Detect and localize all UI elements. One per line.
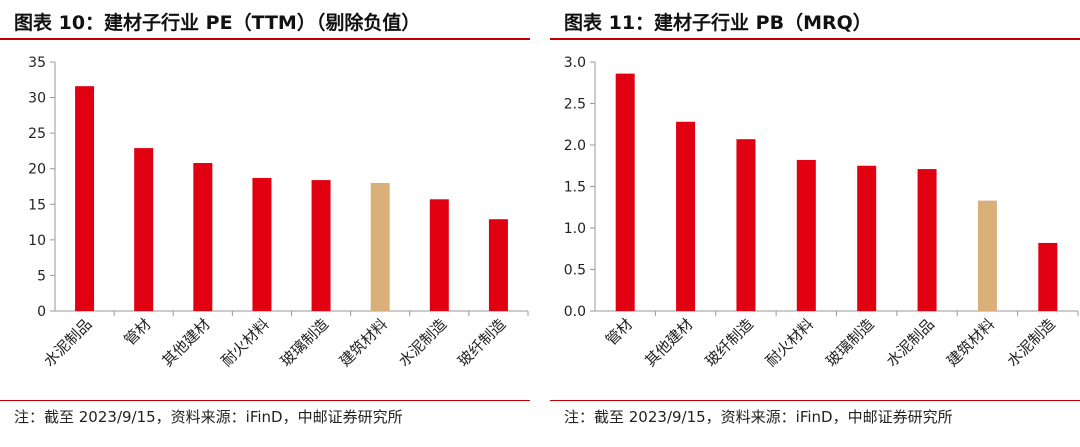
y-tick-label: 0.5 — [564, 263, 586, 279]
y-tick-label: 2.0 — [564, 138, 586, 154]
y-tick-label: 1.0 — [564, 221, 586, 237]
y-tick-label: 35 — [28, 55, 46, 71]
x-tick-label: 水泥制品 — [883, 315, 938, 370]
pe-chart-panel: 图表 10：建材子行业 PE（TTM）（剔除负值） 0 5 10 15 20 25 30 35… — [0, 0, 530, 447]
y-tick-label: 1.5 — [564, 180, 586, 196]
x-tick-label: 耐火材料 — [218, 315, 273, 370]
bar — [193, 163, 213, 311]
y-tick-label: 30 — [28, 91, 46, 107]
bar — [370, 182, 390, 311]
y-tick-label: 20 — [28, 162, 46, 178]
bar — [311, 180, 331, 311]
title-divider — [0, 38, 530, 40]
bar — [134, 148, 154, 311]
x-tick-label: 玻纤制造 — [454, 315, 509, 370]
x-tick-label: 其他建材 — [641, 315, 696, 370]
y-tick-label: 5 — [37, 268, 46, 284]
x-tick-label: 水泥制造 — [395, 315, 450, 370]
pb-bar-chart: 0.00.51.01.52.02.53.0管材 其他建材 玻纤制造 耐火材料 玻璃制造水… — [564, 55, 1079, 370]
pb-chart-title: 图表 11：建材子行业 PB（MRQ） — [564, 12, 872, 34]
bar — [75, 86, 95, 311]
pe-bar-chart: 0 5 10 15 20 25 30 35 水泥制品 管材 其他建材 耐火材料 玻璃制造 建筑材料 水泥制造… — [28, 55, 529, 370]
x-tick-label: 建筑材料 — [943, 315, 998, 370]
x-tick-label: 管材 — [121, 315, 155, 349]
note-divider — [550, 400, 1080, 401]
bar — [857, 165, 877, 311]
y-tick-label: 3.0 — [564, 55, 586, 71]
x-tick-label: 水泥制品 — [40, 315, 95, 370]
y-tick-label: 15 — [28, 197, 46, 213]
bar — [1038, 242, 1058, 311]
note-divider — [0, 400, 530, 401]
title-divider — [550, 38, 1080, 40]
bar — [917, 169, 937, 311]
x-tick-label: 建筑材料 — [336, 315, 391, 370]
bar — [488, 219, 508, 311]
pb-chart-panel: 图表 11：建材子行业 PB（MRQ） 0.0 0.5 1.0 1.5 2.0 2.5 3.… — [550, 0, 1080, 447]
y-tick-label: 25 — [28, 126, 46, 142]
bar — [429, 199, 449, 311]
pb-source-note: 注：截至 2023/9/15，资料来源：iFinD，中邮证券研究所 — [564, 408, 953, 426]
y-tick-label: 2.5 — [564, 97, 586, 113]
bar — [676, 121, 696, 311]
y-tick-label: 10 — [28, 233, 46, 249]
bar — [736, 139, 756, 311]
y-tick-label: 0 — [37, 304, 46, 320]
bar — [252, 177, 272, 311]
pe-chart-title: 图表 10：建材子行业 PE（TTM）（剔除负值） — [14, 12, 421, 34]
bar — [615, 73, 635, 311]
x-tick-label: 管材 — [602, 315, 636, 349]
bar — [977, 200, 997, 311]
x-tick-label: 其他建材 — [158, 315, 213, 370]
x-tick-label: 水泥制造 — [1003, 315, 1058, 370]
pe-source-note: 注：截至 2023/9/15，资料来源：iFinD，中邮证券研究所 — [14, 408, 403, 426]
x-tick-label: 玻纤制造 — [702, 315, 757, 370]
x-tick-label: 玻璃制造 — [277, 315, 332, 370]
x-tick-label: 耐火材料 — [762, 315, 817, 370]
x-tick-label: 玻璃制造 — [822, 315, 877, 370]
bar — [796, 159, 816, 311]
y-tick-label: 0.0 — [564, 304, 586, 320]
